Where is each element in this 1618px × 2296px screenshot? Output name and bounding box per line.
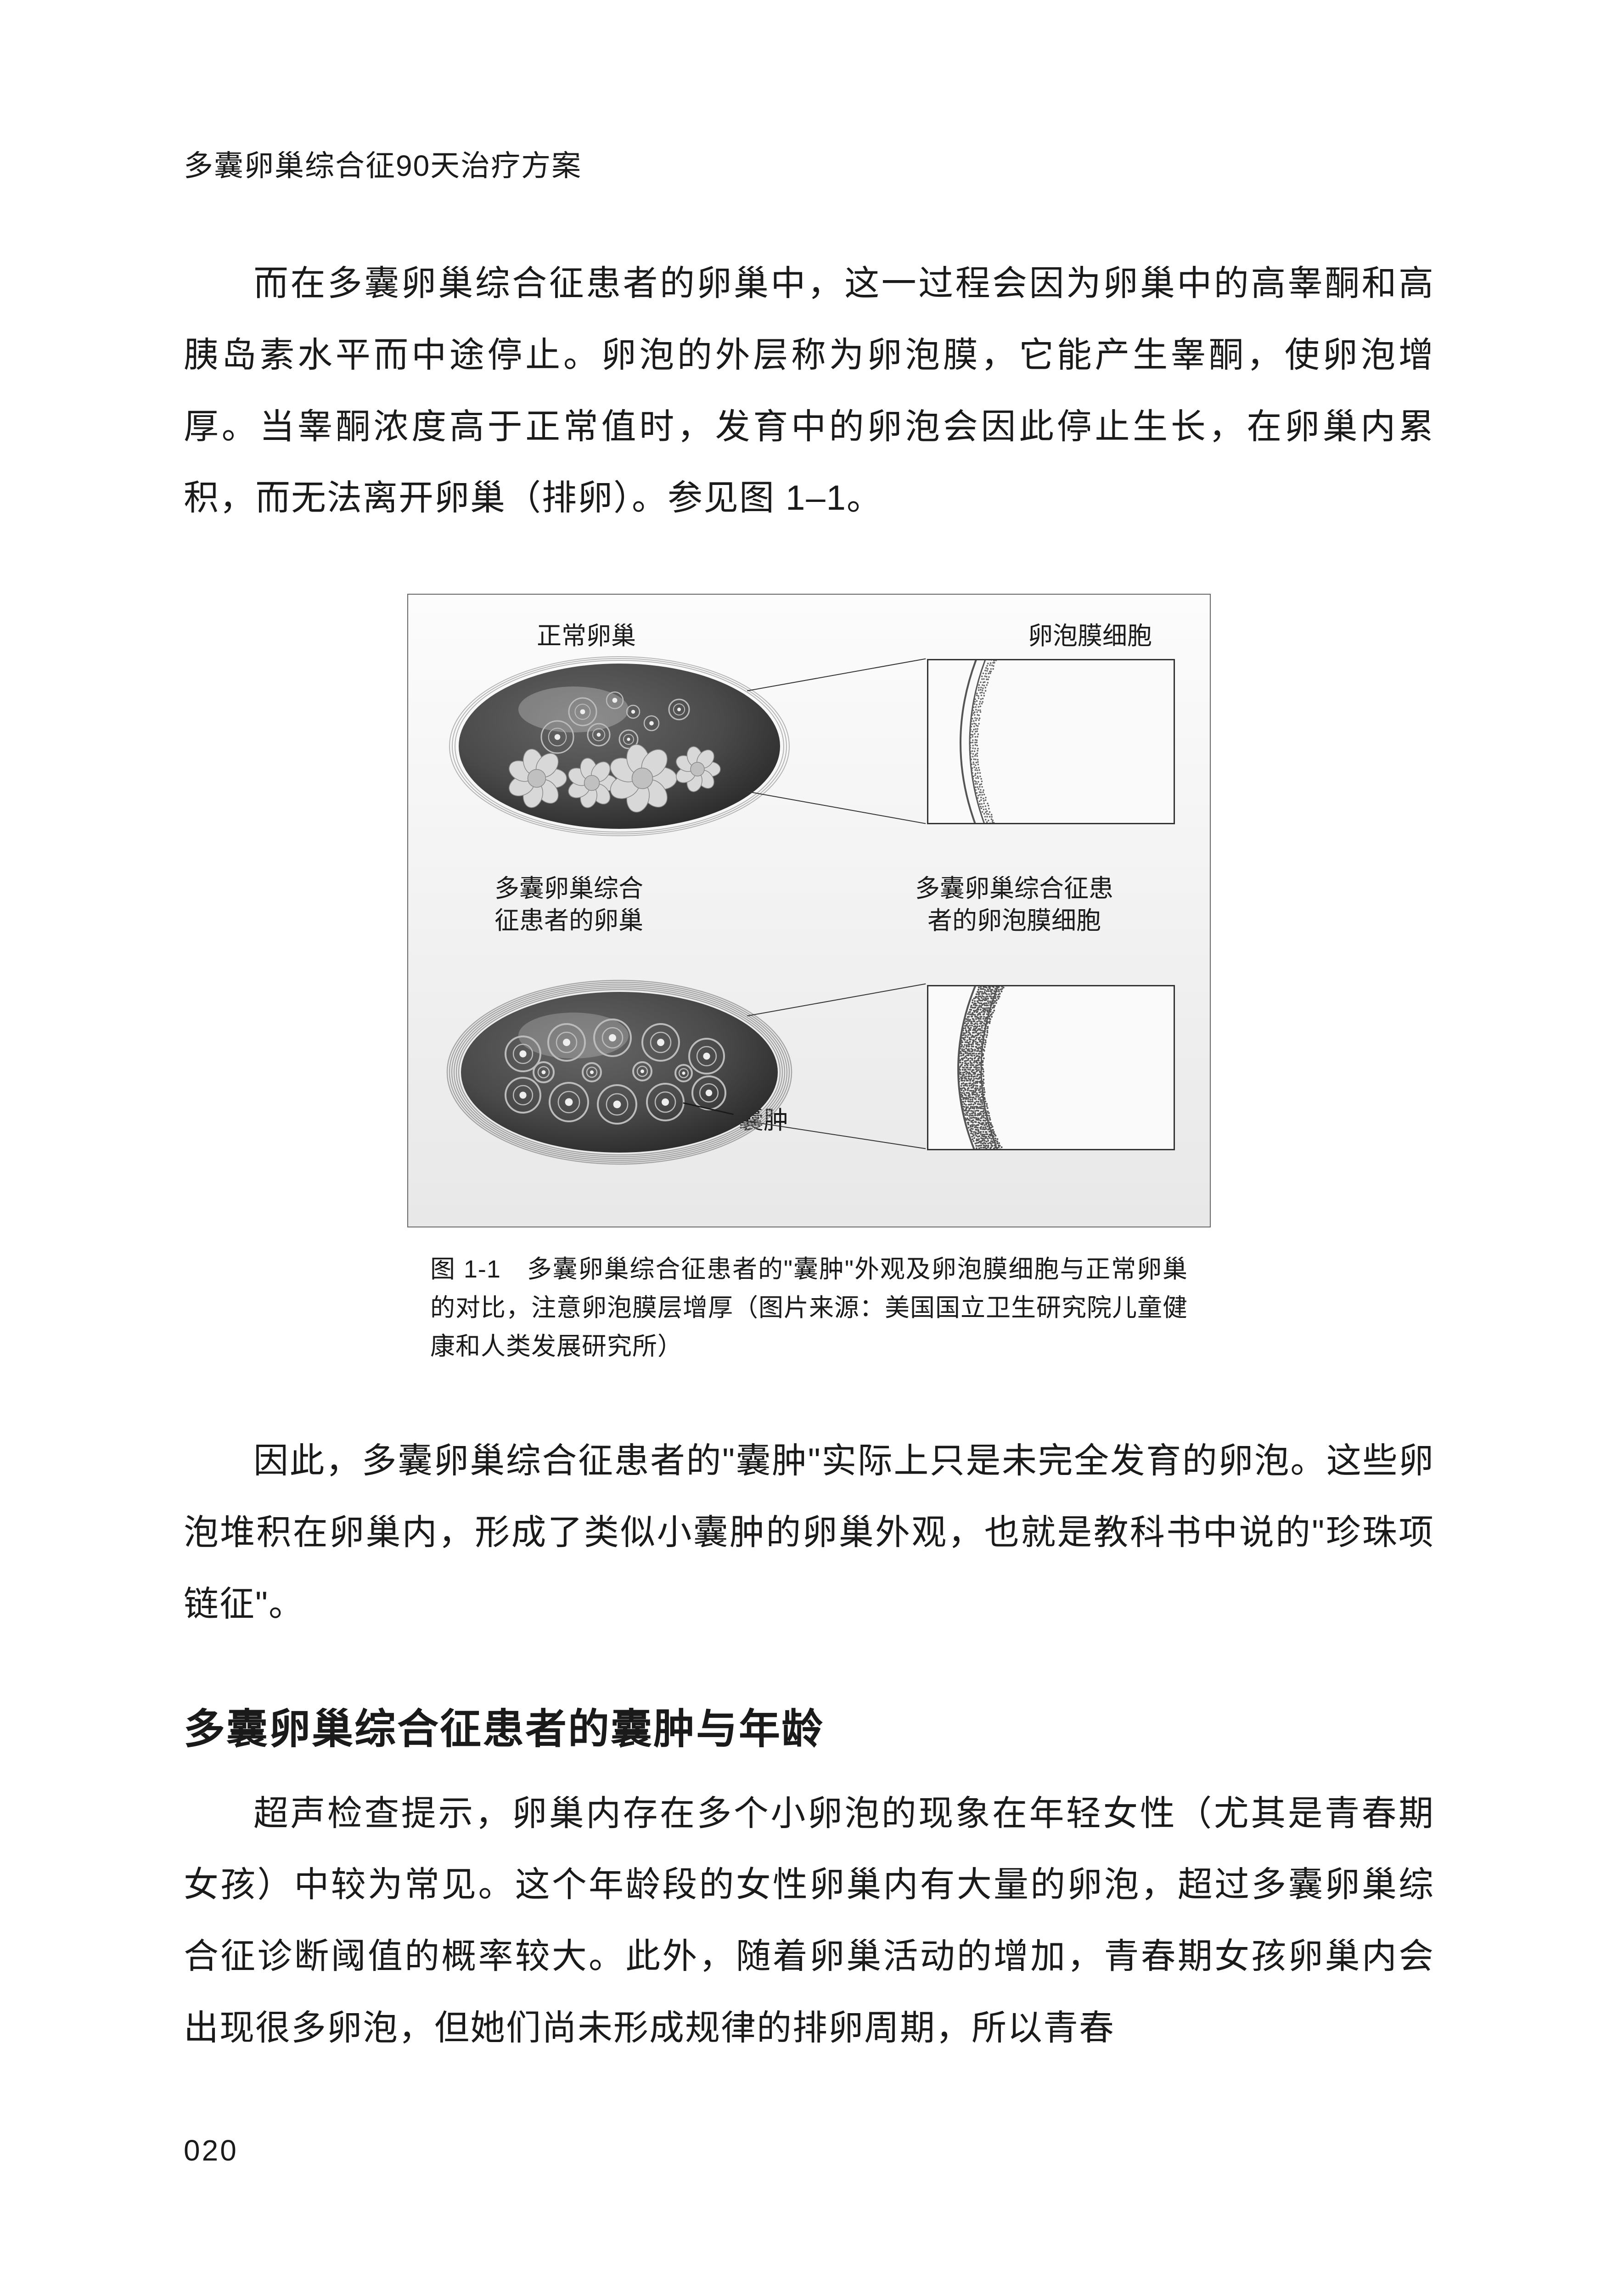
zoom-pcos-svg <box>928 986 1175 1150</box>
page-header: 多囊卵巢综合征90天治疗方案 <box>184 142 582 185</box>
label-pcos-theca: 多囊卵巢综合征患 者的卵泡膜细胞 <box>895 872 1134 937</box>
label-normal-ovary: 正常卵巢 <box>537 620 636 652</box>
figure-caption: 图 1-1 多囊卵巢综合征患者的"囊肿"外观及卵泡膜细胞与正常卵巢的对比，注意卵… <box>407 1250 1211 1366</box>
normal-ovary-svg <box>445 650 794 843</box>
body-paragraph-1: 而在多囊卵巢综合征患者的卵巢中，这一过程会因为卵巢中的高睾酮和高胰岛素水平而中途… <box>184 248 1434 534</box>
figure-frame: 正常卵巢 卵泡膜细胞 多囊卵巢综合 征患者的卵巢 多囊卵巢综合征患 者的卵泡膜细… <box>407 594 1211 1227</box>
figure-1-1: 正常卵巢 卵泡膜细胞 多囊卵巢综合 征患者的卵巢 多囊卵巢综合征患 者的卵泡膜细… <box>407 594 1211 1366</box>
normal-ovary-illustration <box>445 650 794 845</box>
zoom-normal-svg <box>928 660 1175 824</box>
page-number: 020 <box>184 2133 238 2167</box>
body-paragraph-3: 超声检查提示，卵巢内存在多个小卵泡的现象在年轻女性（尤其是青春期女孩）中较为常见… <box>184 1778 1434 2064</box>
label-pcos-ovary: 多囊卵巢综合 征患者的卵巢 <box>482 872 656 937</box>
pcos-ovary-illustration <box>445 976 794 1171</box>
para-1-text: 而在多囊卵巢综合征患者的卵巢中，这一过程会因为卵巢中的高睾酮和高胰岛素水平而中途… <box>184 248 1434 534</box>
label-theca-cells: 卵泡膜细胞 <box>1028 620 1152 652</box>
label-pcos-theca-l2: 者的卵泡膜细胞 <box>927 907 1101 934</box>
body-paragraph-2: 因此，多囊卵巢综合征患者的"囊肿"实际上只是未完全发育的卵泡。这些卵泡堆积在卵巢… <box>184 1425 1434 1640</box>
zoom-normal-theca <box>927 659 1175 824</box>
label-pcos-theca-l1: 多囊卵巢综合征患 <box>915 875 1113 902</box>
para-3-text: 超声检查提示，卵巢内存在多个小卵泡的现象在年轻女性（尤其是青春期女孩）中较为常见… <box>184 1778 1434 2064</box>
para-2-text: 因此，多囊卵巢综合征患者的"囊肿"实际上只是未完全发育的卵泡。这些卵泡堆积在卵巢… <box>184 1425 1434 1640</box>
section-heading: 多囊卵巢综合征患者的囊肿与年龄 <box>184 1695 1434 1755</box>
pcos-ovary-svg <box>445 976 794 1169</box>
label-pcos-ovary-l2: 征患者的卵巢 <box>494 907 643 934</box>
zoom-pcos-theca <box>927 985 1175 1150</box>
label-pcos-ovary-l1: 多囊卵巢综合 <box>494 875 643 902</box>
